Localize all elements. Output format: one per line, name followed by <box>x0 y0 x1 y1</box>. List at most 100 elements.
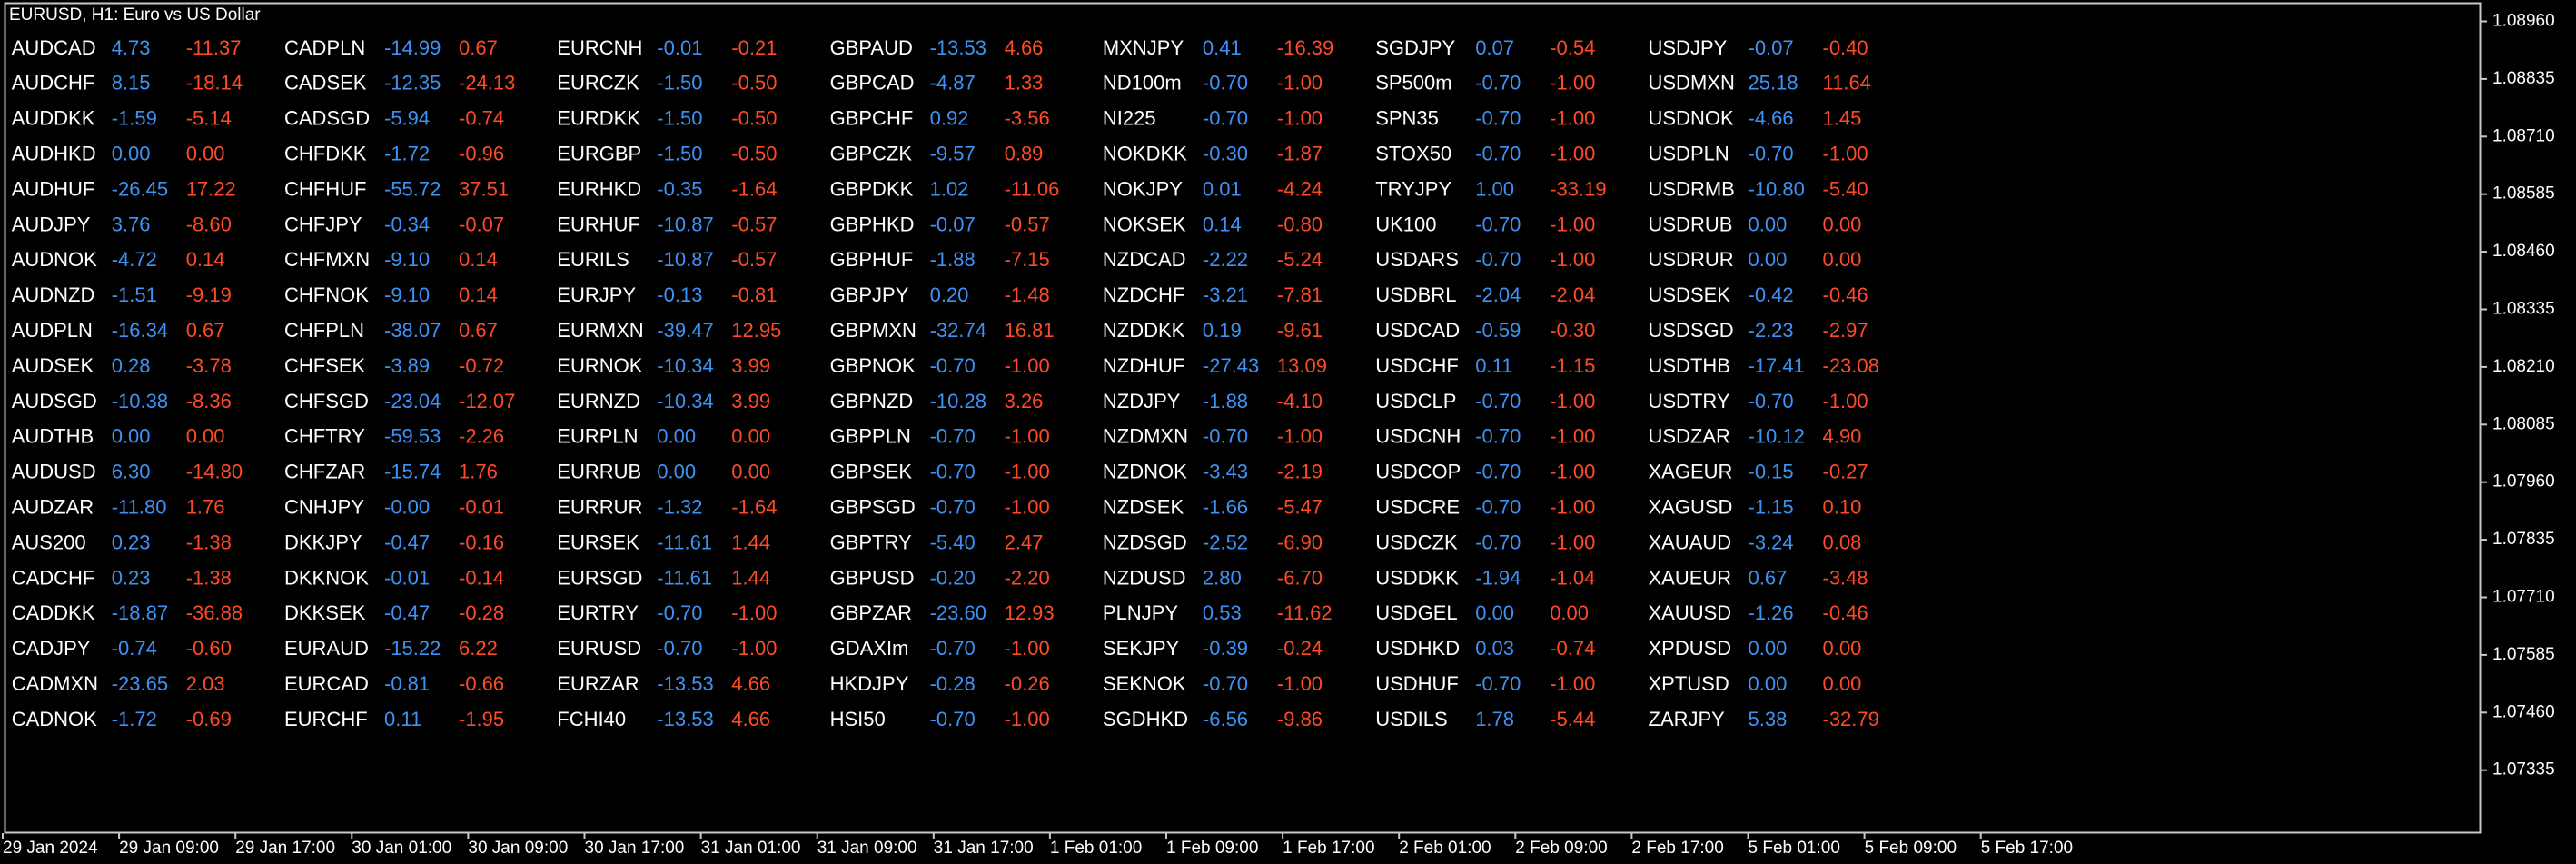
symbol: EURSEK <box>557 531 639 553</box>
swap-value: 0.14 <box>459 283 498 306</box>
swing-value: -0.34 <box>384 213 430 235</box>
swap-value: 6.22 <box>459 637 498 660</box>
time-label: 31 Jan 09:00 <box>817 839 917 858</box>
swap-value: 0.00 <box>731 461 770 483</box>
swing-value: 0.00 <box>1475 601 1514 624</box>
price-label: 1.07335 <box>2492 760 2555 780</box>
swing-value: 0.00 <box>112 143 151 165</box>
swing-value: -9.57 <box>930 143 976 165</box>
swing-value: -13.53 <box>930 36 986 59</box>
symbol: CHFDKK <box>284 143 367 165</box>
swap-value: -1.38 <box>186 566 232 589</box>
swap-value: -1.00 <box>1550 390 1595 412</box>
symbol: NZDDKK <box>1103 319 1185 342</box>
swap-value: -1.00 <box>1005 425 1050 448</box>
swap-value: -1.00 <box>1550 143 1595 165</box>
swap-value: -0.24 <box>1277 637 1323 660</box>
symbol: GBPMXN <box>830 319 916 342</box>
swap-value: -9.61 <box>1277 319 1323 342</box>
swing-value: -27.43 <box>1203 354 1259 377</box>
swap-value: -1.87 <box>1277 143 1323 165</box>
price-label: 1.08210 <box>2492 357 2555 376</box>
swing-value: -23.04 <box>384 390 441 412</box>
symbol: XAGUSD <box>1649 496 1733 519</box>
swing-value: -0.70 <box>1475 248 1521 271</box>
swap-value: -0.96 <box>459 143 504 165</box>
swing-value: -59.53 <box>384 425 441 448</box>
swap-value: -4.10 <box>1277 390 1323 412</box>
swap-value: -16.39 <box>1277 36 1333 59</box>
chart-title: EURUSD, H1: Euro vs US Dollar <box>9 5 261 25</box>
price-label: 1.08085 <box>2492 414 2555 433</box>
symbol: USDCLP <box>1375 390 1456 412</box>
swing-value: -0.20 <box>930 566 976 589</box>
swing-value: -55.72 <box>384 177 441 200</box>
swap-value: 12.93 <box>1005 601 1055 624</box>
symbol: AUDSEK <box>12 354 94 377</box>
symbol: XAUAUD <box>1649 531 1732 553</box>
swing-value: -0.70 <box>1475 143 1521 165</box>
swap-value: 4.66 <box>1005 36 1044 59</box>
swing-value: -2.23 <box>1749 319 1794 342</box>
swap-value: -1.00 <box>1277 672 1323 695</box>
swing-value: -3.89 <box>384 354 430 377</box>
swing-value: -1.88 <box>1203 390 1248 412</box>
time-label: 1 Feb 17:00 <box>1283 839 1374 858</box>
time-label: 30 Jan 17:00 <box>585 839 685 858</box>
swap-value: -5.24 <box>1277 248 1323 271</box>
symbol: SP500m <box>1375 72 1451 94</box>
symbol: NZDJPY <box>1103 390 1181 412</box>
swap-value: -3.56 <box>1005 107 1050 130</box>
swap-value: -0.28 <box>459 601 504 624</box>
symbol: CADMXN <box>12 672 98 695</box>
swing-value: -0.47 <box>384 531 430 553</box>
symbol: EURNOK <box>557 354 642 377</box>
swap-value: -1.00 <box>1005 637 1050 660</box>
symbol: EURDKK <box>557 107 640 130</box>
symbol: EURRUB <box>557 461 641 483</box>
symbol: AUDCAD <box>12 36 96 59</box>
symbol: EURILS <box>557 248 629 271</box>
time-label: 31 Jan 01:00 <box>701 839 801 858</box>
swing-value: -14.99 <box>384 36 441 59</box>
swing-value: -4.87 <box>930 72 976 94</box>
swing-value: -0.70 <box>930 496 976 519</box>
swing-value: -38.07 <box>384 319 441 342</box>
swap-value: -4.24 <box>1277 177 1323 200</box>
swing-value: -0.70 <box>1475 461 1521 483</box>
swing-value: 0.00 <box>1749 672 1788 695</box>
swing-value: -0.28 <box>930 672 976 695</box>
swing-value: 0.00 <box>1749 248 1788 271</box>
swing-value: -9.10 <box>384 283 430 306</box>
time-label: 29 Jan 2024 <box>3 839 98 858</box>
swap-value: -7.81 <box>1277 283 1323 306</box>
swing-value: 2.80 <box>1203 566 1242 589</box>
swing-value: -32.74 <box>930 319 986 342</box>
symbol: GBPUSD <box>830 566 915 589</box>
symbol: DKKJPY <box>284 531 362 553</box>
symbol: CADCHF <box>12 566 95 589</box>
symbol: AUDNZD <box>12 283 95 306</box>
symbol: GBPZAR <box>830 601 912 624</box>
swap-value: 0.00 <box>1823 248 1862 271</box>
swap-value: 1.33 <box>1005 72 1044 94</box>
swap-value: -0.50 <box>731 107 777 130</box>
swing-value: 0.11 <box>384 708 421 730</box>
time-label: 29 Jan 17:00 <box>235 839 335 858</box>
symbol: UK100 <box>1375 213 1436 235</box>
swing-value: -1.32 <box>657 496 702 519</box>
swap-value: -0.27 <box>1823 461 1868 483</box>
swing-value: -26.45 <box>112 177 168 200</box>
symbol: GBPCHF <box>830 107 914 130</box>
symbol: USDSEK <box>1649 283 1731 306</box>
swap-value: -0.69 <box>186 708 232 730</box>
symbol: EURTRY <box>557 601 639 624</box>
swap-value: 1.76 <box>186 496 225 519</box>
swap-value: -1.00 <box>1550 107 1595 130</box>
swing-value: 0.00 <box>112 425 151 448</box>
symbol: GBPSEK <box>830 461 913 483</box>
price-label: 1.08335 <box>2492 300 2555 319</box>
swing-value: -0.70 <box>930 708 976 730</box>
symbol: USDDKK <box>1375 566 1459 589</box>
symbol: GBPAUD <box>830 36 913 59</box>
